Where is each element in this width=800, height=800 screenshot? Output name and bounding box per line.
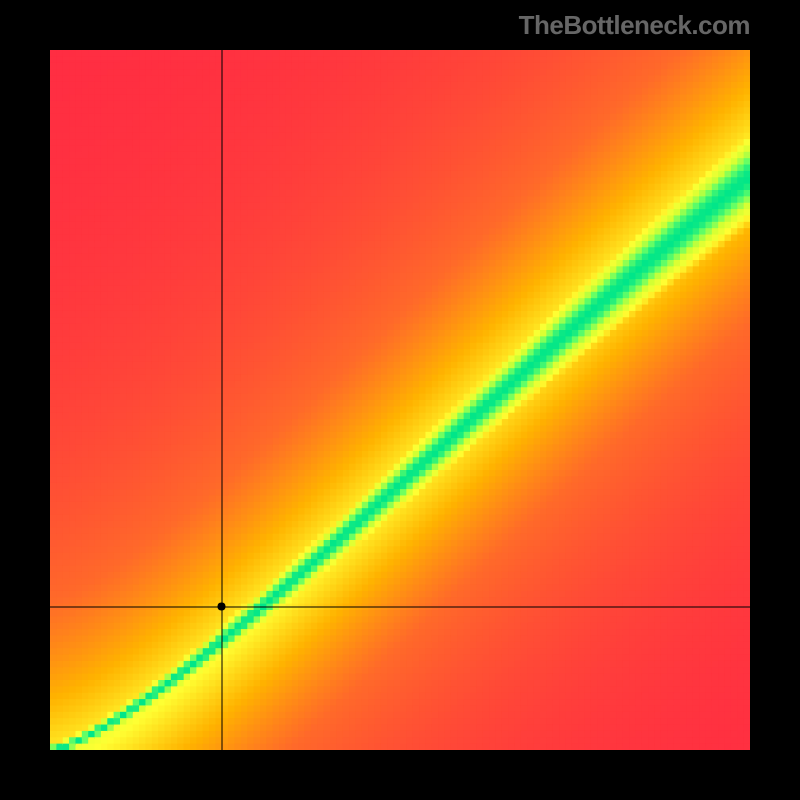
heatmap-plot-area	[50, 50, 750, 750]
chart-container: TheBottleneck.com	[0, 0, 800, 800]
heatmap-canvas	[50, 50, 750, 750]
watermark-text: TheBottleneck.com	[519, 10, 750, 41]
